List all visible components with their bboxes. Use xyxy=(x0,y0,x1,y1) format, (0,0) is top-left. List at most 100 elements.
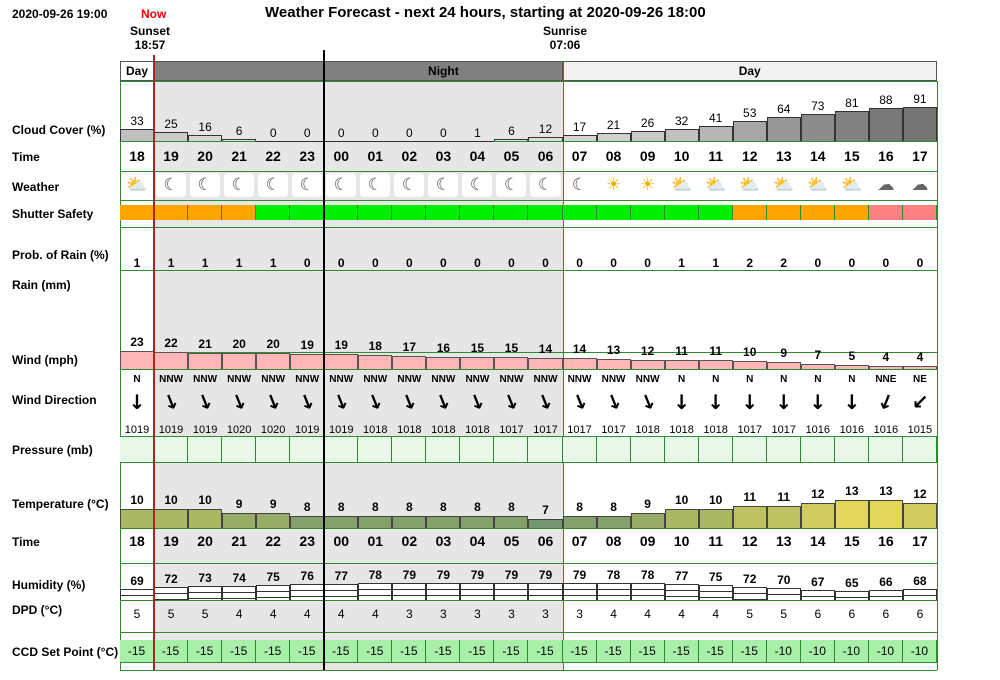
dpd-value: 5 xyxy=(167,607,175,621)
moon-icon: ☾ xyxy=(496,173,527,197)
shutter-safety-cell xyxy=(766,205,801,220)
partly-cloudy-day-icon: ⛅ xyxy=(734,173,765,197)
temperature-value: 8 xyxy=(576,499,583,514)
shutter-safety-cell xyxy=(392,205,427,220)
humidity-value: 74 xyxy=(232,570,246,585)
wind-direction-value: NNW xyxy=(363,374,388,385)
hour-label: 07 xyxy=(571,148,588,164)
pressure-cell xyxy=(120,437,155,462)
temperature-value: 10 xyxy=(164,493,178,508)
humidity-value: 79 xyxy=(436,567,451,582)
rain-probability-value: 0 xyxy=(337,256,345,270)
pressure-value: 1018 xyxy=(431,424,456,436)
hour-label: 10 xyxy=(673,148,690,164)
temperature-label: Temperature (°C) xyxy=(12,497,109,511)
cloud-cover-bar xyxy=(222,138,257,141)
hour-label: 19 xyxy=(163,533,179,549)
hour-label: 05 xyxy=(503,533,520,549)
wind-speed-value: 11 xyxy=(709,344,723,359)
cloud-cover-value: 21 xyxy=(606,118,621,133)
wind-speed-value: 17 xyxy=(402,339,416,354)
temperature-value: 13 xyxy=(879,483,893,498)
humidity-bar xyxy=(732,586,767,600)
partly-cloudy-night-icon: ⛅ xyxy=(122,173,153,197)
cloud-cover-bar xyxy=(766,117,801,141)
hour-label: 16 xyxy=(878,148,894,164)
wind-speed-value: 19 xyxy=(334,338,348,353)
shutter-safety-cell xyxy=(630,205,665,220)
temperature-bar xyxy=(596,515,631,528)
wind-direction-value: NNW xyxy=(567,374,592,385)
shutter-safety-label: Shutter Safety xyxy=(12,207,94,221)
wind-speed-value: 7 xyxy=(814,347,822,362)
humidity-bar xyxy=(902,589,937,600)
wind-bar xyxy=(460,357,495,369)
humidity-label: Humidity (%) xyxy=(12,578,86,592)
wind-arrow-icon: ↓ xyxy=(809,390,827,414)
hour-label: 05 xyxy=(503,148,520,164)
moon-icon: ☾ xyxy=(462,173,493,197)
wind-bar xyxy=(834,365,869,369)
cloud-cover-value: 16 xyxy=(198,120,212,135)
dpd-label: DPD (°C) xyxy=(12,603,63,617)
wind-speed-value: 5 xyxy=(848,349,856,364)
wind-bar xyxy=(256,353,291,369)
ccd-set-point-cell: -15 xyxy=(290,640,325,662)
wind-bar xyxy=(222,353,257,369)
pressure-value: 1020 xyxy=(226,424,252,436)
pressure-cell xyxy=(528,437,563,462)
hour-label: 04 xyxy=(469,148,486,164)
temperature-bar xyxy=(800,503,835,528)
temperature-value: 8 xyxy=(371,499,379,514)
temperature-value: 8 xyxy=(610,499,617,514)
pressure-cell xyxy=(154,437,189,462)
pressure-cell xyxy=(664,437,699,462)
hour-label: 10 xyxy=(673,533,690,549)
hour-label: 09 xyxy=(639,533,656,549)
sunset-label: Sunset xyxy=(129,24,170,38)
hour-label: 18 xyxy=(129,148,145,164)
wind-speed-value: 20 xyxy=(232,337,246,352)
humidity-value: 70 xyxy=(777,573,791,587)
wind-bar xyxy=(630,359,665,369)
humidity-bar xyxy=(528,582,563,600)
ccd-set-point-cell: -15 xyxy=(426,640,461,662)
rain-probability-value: 0 xyxy=(371,256,379,270)
cloud-cover-value: 1 xyxy=(474,125,481,140)
wind-direction-value: NNW xyxy=(533,374,558,385)
cloud-cover-bar xyxy=(800,113,835,141)
cloud-icon: ☁ xyxy=(870,173,901,197)
temperature-value: 10 xyxy=(130,493,144,508)
cloud-cover-bar xyxy=(494,138,529,141)
hour-label: 20 xyxy=(197,148,213,164)
wind-bar xyxy=(698,360,733,369)
pressure-label: Pressure (mb) xyxy=(12,443,93,457)
grid-line xyxy=(120,171,937,172)
temperature-bar xyxy=(732,506,767,528)
temperature-bar xyxy=(902,503,937,528)
cloud-cover-value: 64 xyxy=(777,102,791,117)
wind-arrow-icon: ↓ xyxy=(673,390,691,414)
period-header: Day xyxy=(120,61,155,81)
pressure-cell xyxy=(324,437,359,462)
humidity-bar xyxy=(868,590,903,600)
temperature-bar xyxy=(664,509,699,528)
shutter-safety-cell xyxy=(528,205,563,220)
grid-line xyxy=(120,200,937,201)
cloud-cover-bar xyxy=(120,128,155,141)
cloud-cover-value: 25 xyxy=(164,116,178,131)
wind-bar xyxy=(290,354,325,369)
humidity-bar xyxy=(426,582,461,600)
wind-direction-value: NNW xyxy=(193,374,218,385)
humidity-value: 77 xyxy=(674,568,689,583)
cloud-cover-bar xyxy=(154,131,189,141)
hour-label: 04 xyxy=(469,533,486,549)
grid-line xyxy=(120,270,937,271)
humidity-value: 78 xyxy=(640,568,655,583)
period-header: Night xyxy=(324,61,563,81)
rain-probability-value: 0 xyxy=(405,256,413,270)
grid-line xyxy=(120,81,937,82)
humidity-bar xyxy=(460,582,495,600)
moon-icon: ☾ xyxy=(156,173,187,197)
